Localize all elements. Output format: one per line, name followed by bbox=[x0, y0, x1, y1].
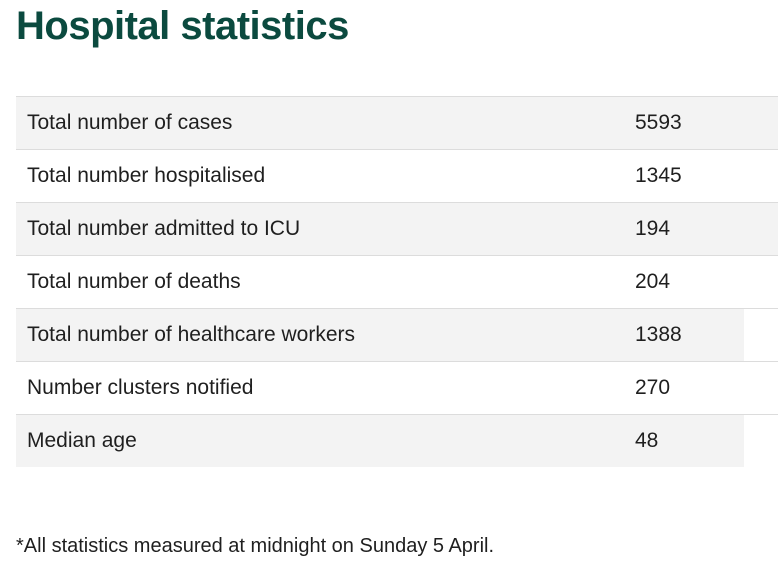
row-value-deaths: 204 bbox=[635, 270, 671, 293]
hospital-statistics-table: Total number of cases 5593 Total number … bbox=[16, 96, 778, 467]
row-value-clusters: 270 bbox=[635, 376, 671, 399]
row-background bbox=[16, 97, 778, 149]
table-row: Total number of deaths 204 bbox=[16, 255, 778, 308]
table-row: Total number admitted to ICU 194 bbox=[16, 202, 778, 255]
row-value-healthcare-workers: 1388 bbox=[635, 323, 682, 346]
table-row: Total number of healthcare workers 1388 bbox=[16, 308, 778, 361]
row-value-icu: 194 bbox=[635, 217, 671, 240]
row-label-clusters: Number clusters notified bbox=[27, 376, 254, 399]
page-title: Hospital statistics bbox=[16, 4, 349, 48]
row-value-total-cases: 5593 bbox=[635, 111, 682, 134]
row-label-healthcare-workers: Total number of healthcare workers bbox=[27, 323, 355, 346]
row-value-hospitalised: 1345 bbox=[635, 164, 682, 187]
row-label-icu: Total number admitted to ICU bbox=[27, 217, 301, 240]
table-row: Total number hospitalised 1345 bbox=[16, 149, 778, 202]
row-label-hospitalised: Total number hospitalised bbox=[27, 164, 266, 187]
row-background bbox=[16, 203, 778, 255]
table-row: Number clusters notified 270 bbox=[16, 361, 778, 414]
table-row: Total number of cases 5593 bbox=[16, 96, 778, 149]
row-background bbox=[16, 415, 744, 467]
row-background bbox=[16, 309, 744, 361]
row-label-total-cases: Total number of cases bbox=[27, 111, 233, 134]
footnote: *All statistics measured at midnight on … bbox=[16, 535, 495, 557]
table-row: Median age 48 bbox=[16, 414, 778, 467]
row-label-median-age: Median age bbox=[27, 429, 137, 452]
row-label-deaths: Total number of deaths bbox=[27, 270, 241, 293]
row-value-median-age: 48 bbox=[635, 429, 659, 452]
